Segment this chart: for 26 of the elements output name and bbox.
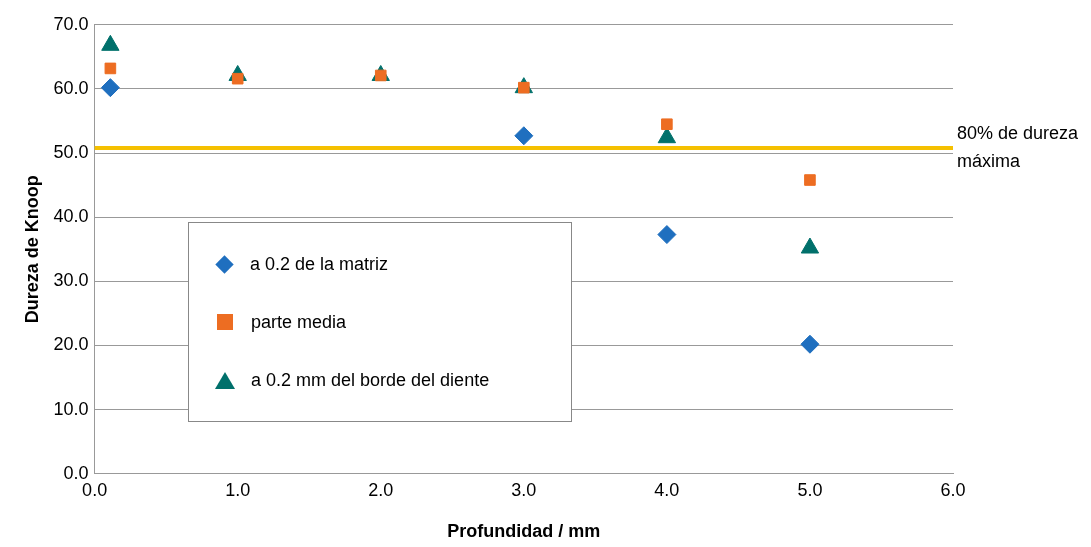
y-tick-label: 20.0 xyxy=(53,334,89,355)
point xyxy=(514,126,534,146)
y-tick-label: 10.0 xyxy=(53,398,89,419)
x-tick-label: 2.0 xyxy=(368,479,394,500)
y-tick-label: 30.0 xyxy=(53,270,89,291)
legend-label: parte media xyxy=(251,311,347,333)
point xyxy=(657,225,677,245)
y-axis-title: Dureza de Knoop xyxy=(21,175,42,324)
x-tick-label: 5.0 xyxy=(797,479,823,500)
y-tick-label: 70.0 xyxy=(53,13,89,34)
point xyxy=(800,334,820,354)
x-axis-title: Profundidad / mm xyxy=(447,521,601,542)
point xyxy=(661,118,673,131)
legend-label: a 0.2 de la matriz xyxy=(250,253,389,275)
x-tick-label: 3.0 xyxy=(511,479,537,500)
point xyxy=(104,62,117,75)
legend-label: a 0.2 mm del borde del diente xyxy=(251,369,490,391)
ref-line-label: 80% de dureza máxima xyxy=(957,122,1080,171)
x-tick-label: 4.0 xyxy=(654,479,680,500)
point xyxy=(100,78,120,98)
y-tick-label: 40.0 xyxy=(53,206,89,227)
point xyxy=(804,174,816,186)
y-tick-label: 50.0 xyxy=(53,142,89,163)
y-tick-label: 60.0 xyxy=(53,77,89,98)
x-tick-label: 1.0 xyxy=(225,479,251,500)
x-tick-label: 6.0 xyxy=(940,479,966,500)
